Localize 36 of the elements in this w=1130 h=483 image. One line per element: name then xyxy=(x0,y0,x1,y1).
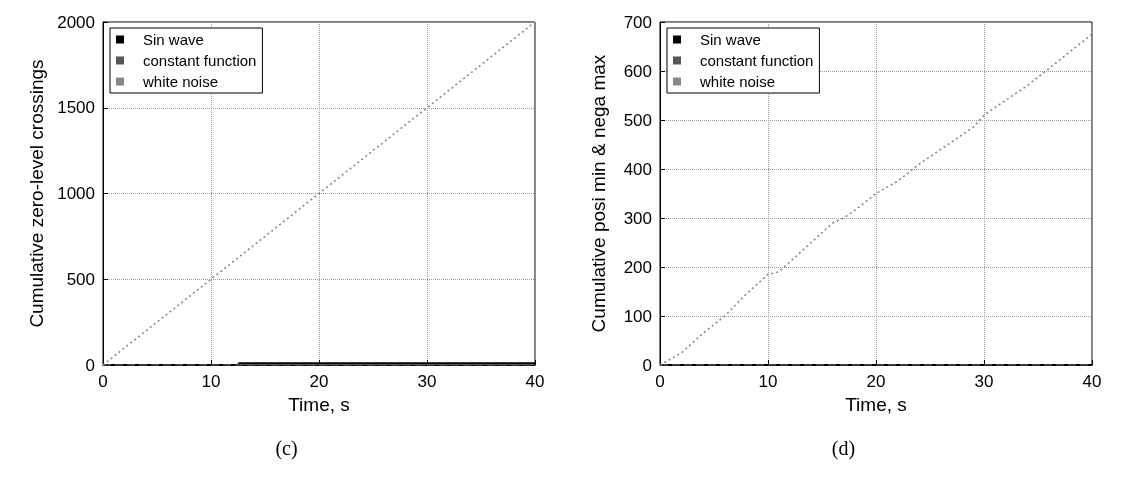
x-tick-label: 10 xyxy=(758,372,778,391)
x-tick-label: 10 xyxy=(201,372,221,391)
y-tick-label: 200 xyxy=(623,257,652,277)
legend-label: Sin wave xyxy=(143,31,204,48)
text: (d) xyxy=(831,437,856,460)
y-tick-label: 500 xyxy=(623,110,652,130)
x-tick-label: 20 xyxy=(866,372,886,391)
legend-label: constant function xyxy=(700,52,814,69)
legend-label: Sin wave xyxy=(700,31,761,48)
y-tick-label: 700 xyxy=(623,12,652,32)
y-tick-label: 2000 xyxy=(57,12,95,32)
x-tick-label: 0 xyxy=(98,372,108,391)
x-tick-label: 40 xyxy=(525,372,545,391)
legend-label: white noise xyxy=(699,73,776,90)
legend-label: constant function xyxy=(143,52,257,69)
y-tick-label: 0 xyxy=(85,355,95,375)
x-tick-label: 40 xyxy=(1082,372,1102,391)
y-axis-title: Cumulative posi min & nega max xyxy=(588,54,609,333)
text: (c) xyxy=(275,437,298,460)
y-axis-title: Cumulative zero-level crossings xyxy=(26,59,48,328)
line-series xyxy=(102,21,536,366)
y-tick-label: 1500 xyxy=(57,98,95,118)
y-tick-label: 600 xyxy=(623,61,652,81)
y-tick-label: 400 xyxy=(623,159,652,179)
y-tick-label: 500 xyxy=(66,269,95,289)
y-tick-label: 300 xyxy=(623,208,652,228)
x-axis-title: Time, s xyxy=(288,394,350,415)
legend-label: white noise xyxy=(142,73,219,90)
x-axis-title: Time, s xyxy=(845,394,907,415)
y-tick-label: 0 xyxy=(642,355,652,375)
y-tick-label: 1000 xyxy=(57,184,95,203)
x-tick-label: 20 xyxy=(309,372,329,391)
x-tick-label: 30 xyxy=(417,372,437,391)
x-tick-label: 0 xyxy=(655,372,665,391)
y-tick-label: 100 xyxy=(623,306,652,326)
x-tick-label: 30 xyxy=(974,372,994,391)
